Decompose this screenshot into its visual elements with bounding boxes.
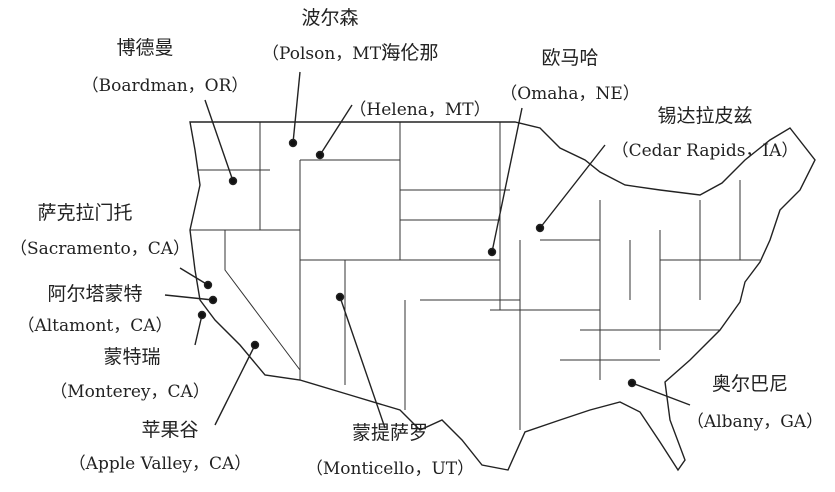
site-marker-omaha	[487, 247, 497, 257]
site-label-en-cedar-rapids: （Cedar Rapids，IA）	[611, 141, 799, 161]
leader-line-sacramento	[179, 267, 209, 286]
site-label-zh-omaha: 欧马哈	[541, 47, 599, 69]
site-marker-cedar-rapids	[535, 223, 545, 233]
site-label-zh-monticello: 蒙提萨罗	[351, 422, 429, 444]
site-label-en-altamont: （Altamont，CA）	[17, 316, 173, 336]
site-label-zh-albany: 奥尔巴尼	[711, 373, 789, 395]
leader-line-boardman	[204, 99, 234, 182]
leader-line-omaha	[491, 107, 523, 253]
site-label-en-boardman: （Boardman，OR）	[81, 76, 249, 96]
site-marker-monterey	[197, 310, 207, 320]
site-marker-boardman	[228, 176, 238, 186]
site-marker-helena	[315, 150, 325, 160]
site-label-zh-helena: 海伦那	[381, 42, 439, 64]
site-label-zh-altamont: 阿尔塔蒙特	[47, 283, 143, 305]
leader-line-monterey	[194, 314, 203, 346]
site-label-en-sacramento: （Sacramento，CA）	[9, 239, 191, 259]
leader-line-polson	[292, 71, 301, 144]
leader-line-helena	[319, 104, 353, 156]
site-label-en-monticello: （Monticello，UT）	[305, 459, 475, 479]
site-label-en-apple-valley: （Apple Valley，CA）	[68, 454, 252, 474]
site-label-zh-monterey: 蒙特瑞	[103, 346, 161, 368]
site-label-zh-boardman: 博德曼	[116, 37, 174, 59]
site-marker-monticello	[335, 292, 345, 302]
site-marker-apple-valley	[250, 340, 260, 350]
site-label-en-omaha: （Omaha，NE）	[500, 84, 640, 104]
site-label-zh-apple-valley: 苹果谷	[141, 419, 199, 441]
site-label-en-albany: （Albany，GA）	[686, 412, 824, 432]
leader-line-cedar-rapids	[539, 144, 606, 229]
site-label-en-monterey: （Monterey，CA）	[50, 382, 210, 402]
site-marker-altamont	[208, 295, 218, 305]
site-label-en-helena: （Helena，MT）	[349, 100, 491, 120]
site-label-en-polson: （Polson，MT）	[261, 44, 399, 64]
site-marker-sacramento	[203, 280, 213, 290]
leader-line-altamont	[164, 294, 214, 301]
site-label-zh-polson: 波尔森	[301, 7, 359, 29]
state-borders	[190, 122, 760, 430]
site-marker-albany	[627, 378, 637, 388]
leader-line-albany	[631, 382, 691, 406]
site-label-zh-sacramento: 萨克拉门托	[37, 202, 133, 224]
leader-line-apple-valley	[214, 344, 256, 426]
leader-line-monticello	[339, 296, 386, 429]
site-marker-polson	[288, 138, 298, 148]
site-label-zh-cedar-rapids: 锡达拉皮兹	[657, 105, 753, 127]
